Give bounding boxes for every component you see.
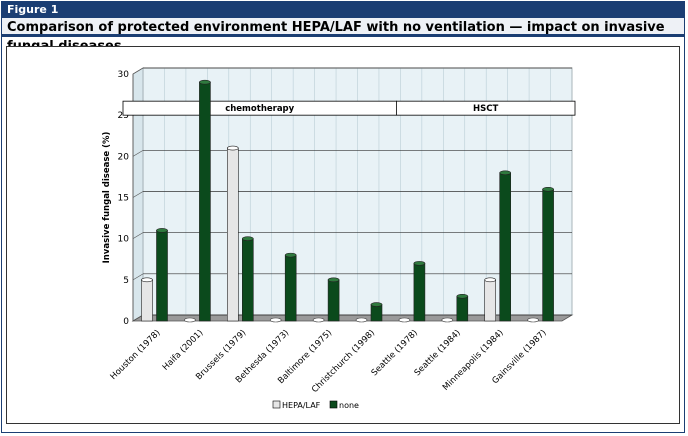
bar-hepa-laf [441,317,454,323]
bar-none-top [199,79,211,85]
grid-line-side [132,150,144,157]
group-label: chemotherapy [225,104,294,114]
bar-none [370,304,383,322]
figure-caption: Comparison of protected environment HEPA… [2,18,684,54]
bar-none-top [370,302,383,307]
legend-label-none: none [339,401,359,410]
bar-none-top [499,170,512,176]
y-tick-label: 15 [118,194,129,204]
legend-swatch-hepa-laf [272,400,281,409]
bar-none-top [156,228,168,233]
bar-hepa-laf-top [484,277,497,283]
bar-none [242,238,254,322]
bar-none-top [327,277,340,283]
bar-none-top [542,186,554,192]
bar-none [284,254,297,322]
y-tick-label: 10 [118,235,130,245]
bar-none [542,188,554,322]
bar-hepa-laf [398,317,411,323]
x-tick-label: Houston (1978) [109,328,163,382]
y-tick-label: 5 [123,276,129,286]
bar-none-top [413,261,426,266]
group-label: HSCT [473,104,498,114]
grid-line-side [132,232,144,239]
x-tick-label: Haifa (2001) [161,328,206,373]
bar-none [199,81,211,322]
bar-none [156,230,168,322]
y-tick-label: 30 [118,70,130,80]
bar-none [499,172,512,322]
bar-hepa-laf [269,317,282,323]
bar-hepa-laf [227,147,239,322]
bar-none-top [242,236,254,241]
bar-hepa-laf-top [141,277,153,283]
legend-label-hepa-laf: HEPA/LAF [282,401,321,410]
bar-hepa-laf-top [227,145,239,151]
bar-hepa-laf [312,317,325,323]
group-band [395,100,576,116]
y-axis-label: Invasive fungal disease (%) [102,131,112,263]
bar-hepa-laf [484,279,497,322]
bar-none [413,263,426,322]
bar-chart: 0 5 10 15 20 25 30 Invasive fungal disease (%) c… [102,67,576,410]
bar-none-top [456,294,469,299]
bar-none-top [284,252,297,258]
bar-none [327,279,340,322]
bar-hepa-laf [355,317,368,323]
figure-label: Figure 1 [2,2,684,18]
grid-line-side [132,273,144,281]
y-tick-label: 25 [118,111,129,121]
chart-container: 0 5 10 15 20 25 30 Invasive fungal disease (%) c… [6,46,680,424]
legend-swatch-none [329,400,338,409]
bar-hepa-laf [141,279,153,322]
y-tick-label: 0 [123,317,129,327]
bar-hepa-laf [527,317,539,323]
bar-hepa-laf [184,317,196,323]
bar-none [456,296,469,322]
y-tick-label: 20 [118,152,130,162]
grid-line-side [132,191,144,198]
grid-line-side [132,67,144,75]
